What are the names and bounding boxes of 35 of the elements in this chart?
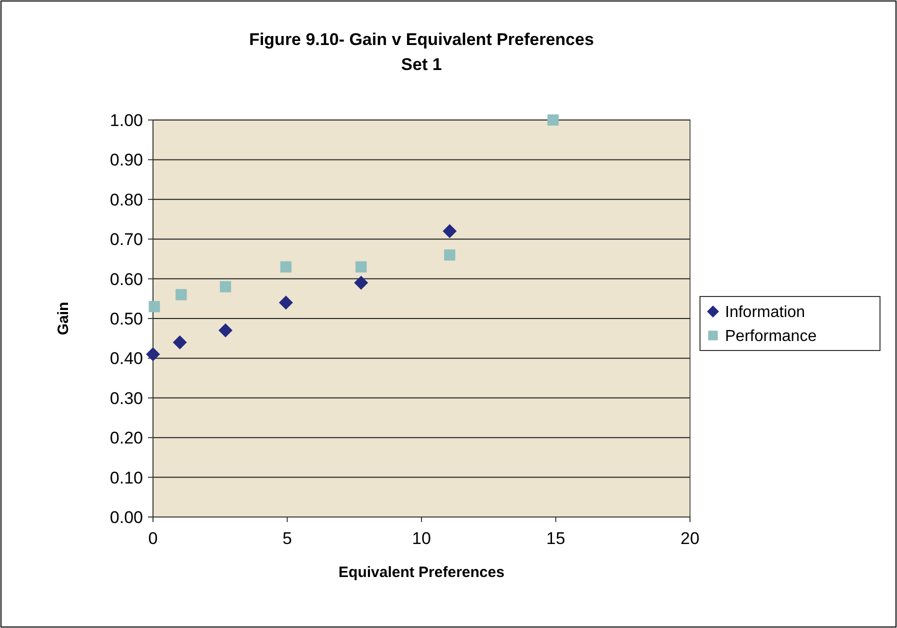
y-tick-label: 0.10 [110,468,143,488]
y-tick-label: 0.20 [110,428,143,448]
legend-label: Performance [725,328,817,346]
y-tick-label: 0.60 [110,270,143,289]
y-tick-label: 0.70 [110,230,143,250]
y-tick-label: 0.40 [110,349,143,368]
x-tick-label: 10 [412,529,431,548]
x-tick-label: 20 [680,529,700,548]
point [278,296,293,310]
y-axis-title: Gain [55,302,72,336]
y-tick-label: 1.00 [110,110,143,130]
point [355,261,367,272]
x-tick-label: 0 [148,529,158,548]
point [176,289,187,300]
point [280,261,292,272]
point [444,249,456,261]
chart-subtitle: Set 1 [401,55,442,74]
point [218,323,232,338]
y-tick-label: 0.80 [110,190,143,210]
point [442,224,457,238]
point [547,114,559,126]
chart-title: Figure 9.10- Gain v Equivalent Preferences [249,30,594,49]
point [354,276,368,290]
legend-label: Information [725,304,806,322]
x-axis-title: Equivalent Preferences [338,564,504,581]
point [148,300,160,312]
point [172,335,187,350]
y-tick-label: 0.90 [110,150,143,170]
y-tick-label: 0.50 [110,309,143,328]
y-tick-label: 0.00 [110,508,143,527]
point [146,347,160,362]
point [220,281,232,292]
y-tick-label: 0.30 [110,388,143,408]
x-tick-label: 5 [282,529,292,548]
x-tick-label: 15 [546,529,566,548]
